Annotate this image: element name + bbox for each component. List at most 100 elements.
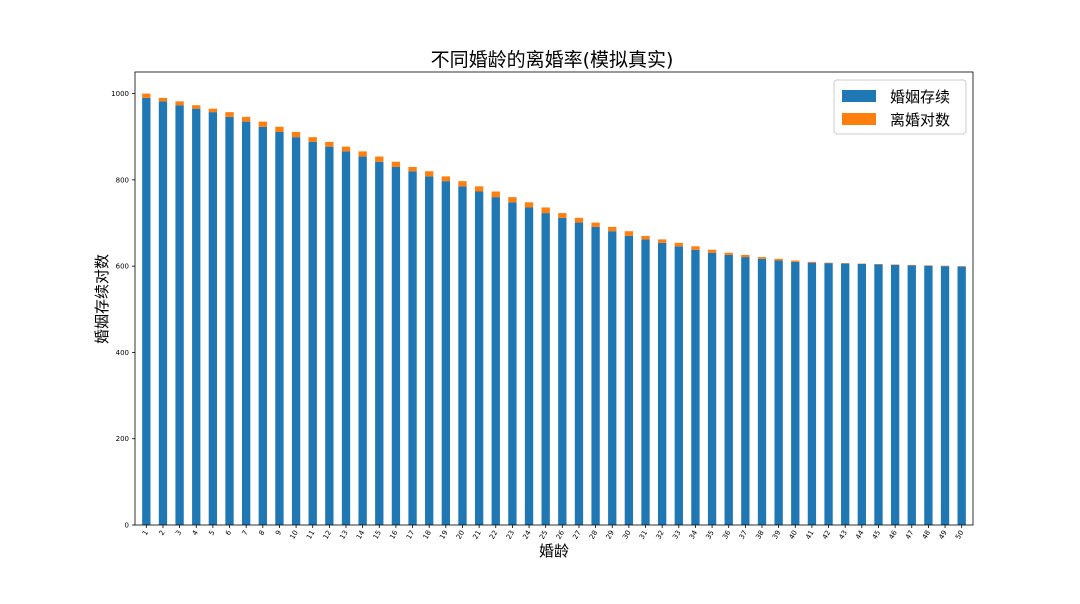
x-tick-label: 46	[887, 529, 899, 541]
bar-surviving-31	[641, 239, 649, 525]
bar-surviving-4	[192, 109, 200, 525]
bar-divorced-17	[408, 167, 416, 171]
x-tick-label: 31	[638, 529, 649, 541]
x-tick-label: 16	[388, 529, 400, 541]
bar-surviving-44	[858, 264, 866, 525]
x-tick-label: 11	[305, 529, 316, 541]
bar-surviving-27	[575, 223, 583, 525]
x-tick-label: 33	[671, 529, 682, 541]
x-tick-label: 3	[174, 529, 183, 537]
bar-surviving-3	[175, 105, 183, 525]
bar-divorced-37	[741, 255, 749, 257]
bar-surviving-46	[891, 265, 899, 525]
x-tick-label: 19	[438, 529, 449, 541]
legend-swatch	[842, 113, 876, 125]
x-axis-label: 婚龄	[539, 542, 569, 560]
bar-divorced-15	[375, 157, 383, 162]
bar-divorced-31	[641, 236, 649, 239]
bar-divorced-22	[492, 192, 500, 198]
bar-surviving-47	[908, 265, 916, 525]
y-tick-label: 0	[125, 522, 129, 530]
bar-surviving-26	[558, 218, 566, 525]
x-tick-label: 38	[754, 529, 765, 541]
x-tick-label: 14	[355, 529, 367, 541]
bar-divorced-11	[309, 137, 317, 142]
bar-surviving-15	[375, 162, 383, 525]
bar-surviving-33	[675, 246, 683, 525]
x-tick-label: 9	[274, 529, 283, 537]
x-tick-label: 42	[821, 529, 832, 541]
bar-divorced-4	[192, 105, 200, 108]
bar-surviving-10	[292, 137, 300, 525]
bar-divorced-28	[591, 223, 599, 227]
bar-divorced-39	[774, 259, 782, 261]
bar-surviving-21	[475, 192, 483, 525]
x-tick-label: 5	[207, 529, 216, 537]
bar-divorced-16	[392, 162, 400, 167]
bar-divorced-40	[791, 261, 799, 262]
x-tick-label: 20	[455, 529, 466, 541]
legend-label: 婚姻存续	[890, 88, 950, 106]
y-axis-label: 婚姻存续对数	[93, 254, 111, 344]
x-tick-label: 26	[555, 529, 567, 541]
bar-divorced-34	[691, 246, 699, 249]
x-tick-label: 29	[605, 529, 616, 541]
bar-divorced-12	[325, 142, 333, 147]
x-tick-label: 34	[688, 529, 700, 541]
x-tick-label: 39	[771, 529, 782, 541]
bar-surviving-12	[325, 147, 333, 525]
x-tick-label: 45	[871, 529, 882, 541]
x-tick-label: 18	[422, 529, 433, 541]
y-tick-label: 1000	[111, 90, 129, 98]
x-tick-label: 2	[158, 529, 167, 537]
bar-surviving-9	[275, 132, 283, 525]
x-tick-label: 12	[322, 529, 333, 541]
x-tick-label: 43	[838, 529, 849, 541]
x-tick-label: 17	[405, 529, 416, 541]
bar-surviving-32	[658, 243, 666, 525]
chart-title: 不同婚龄的离婚率(模拟真实)	[431, 49, 674, 71]
bar-surviving-17	[408, 171, 416, 525]
bar-surviving-19	[442, 181, 450, 525]
x-tick-label: 37	[738, 529, 749, 541]
bar-surviving-39	[774, 261, 782, 525]
bar-divorced-35	[708, 250, 716, 253]
x-tick-label: 24	[521, 529, 533, 541]
x-tick-label: 32	[655, 529, 666, 541]
bar-surviving-11	[309, 142, 317, 525]
bar-surviving-35	[708, 253, 716, 525]
bar-divorced-21	[475, 186, 483, 191]
bar-surviving-41	[808, 263, 816, 525]
bar-divorced-8	[259, 122, 267, 127]
x-tick-label: 15	[372, 529, 383, 541]
x-tick-label: 4	[191, 529, 200, 537]
bar-surviving-50	[958, 267, 966, 525]
bar-surviving-22	[492, 197, 500, 525]
bar-surviving-14	[358, 157, 366, 525]
bars-group	[142, 94, 966, 525]
bar-divorced-30	[625, 231, 633, 236]
x-tick-label: 27	[571, 529, 582, 541]
bar-divorced-27	[575, 218, 583, 223]
x-tick-label: 22	[488, 529, 499, 541]
x-tick-label: 21	[471, 529, 482, 541]
bar-divorced-32	[658, 239, 666, 242]
x-tick-label: 40	[788, 529, 799, 541]
bar-divorced-41	[808, 262, 816, 263]
bar-surviving-36	[725, 255, 733, 525]
bar-divorced-7	[242, 117, 250, 122]
bar-surviving-1	[142, 98, 150, 525]
y-tick-label: 600	[116, 263, 129, 271]
bar-surviving-18	[425, 176, 433, 525]
x-tick-label: 47	[904, 529, 915, 541]
y-tick-label: 200	[116, 435, 129, 443]
x-tick-label: 13	[338, 529, 349, 541]
legend-swatch	[842, 90, 876, 102]
bar-surviving-37	[741, 257, 749, 525]
x-tick-label: 36	[721, 529, 733, 541]
bar-surviving-7	[242, 122, 250, 525]
bar-divorced-9	[275, 127, 283, 132]
